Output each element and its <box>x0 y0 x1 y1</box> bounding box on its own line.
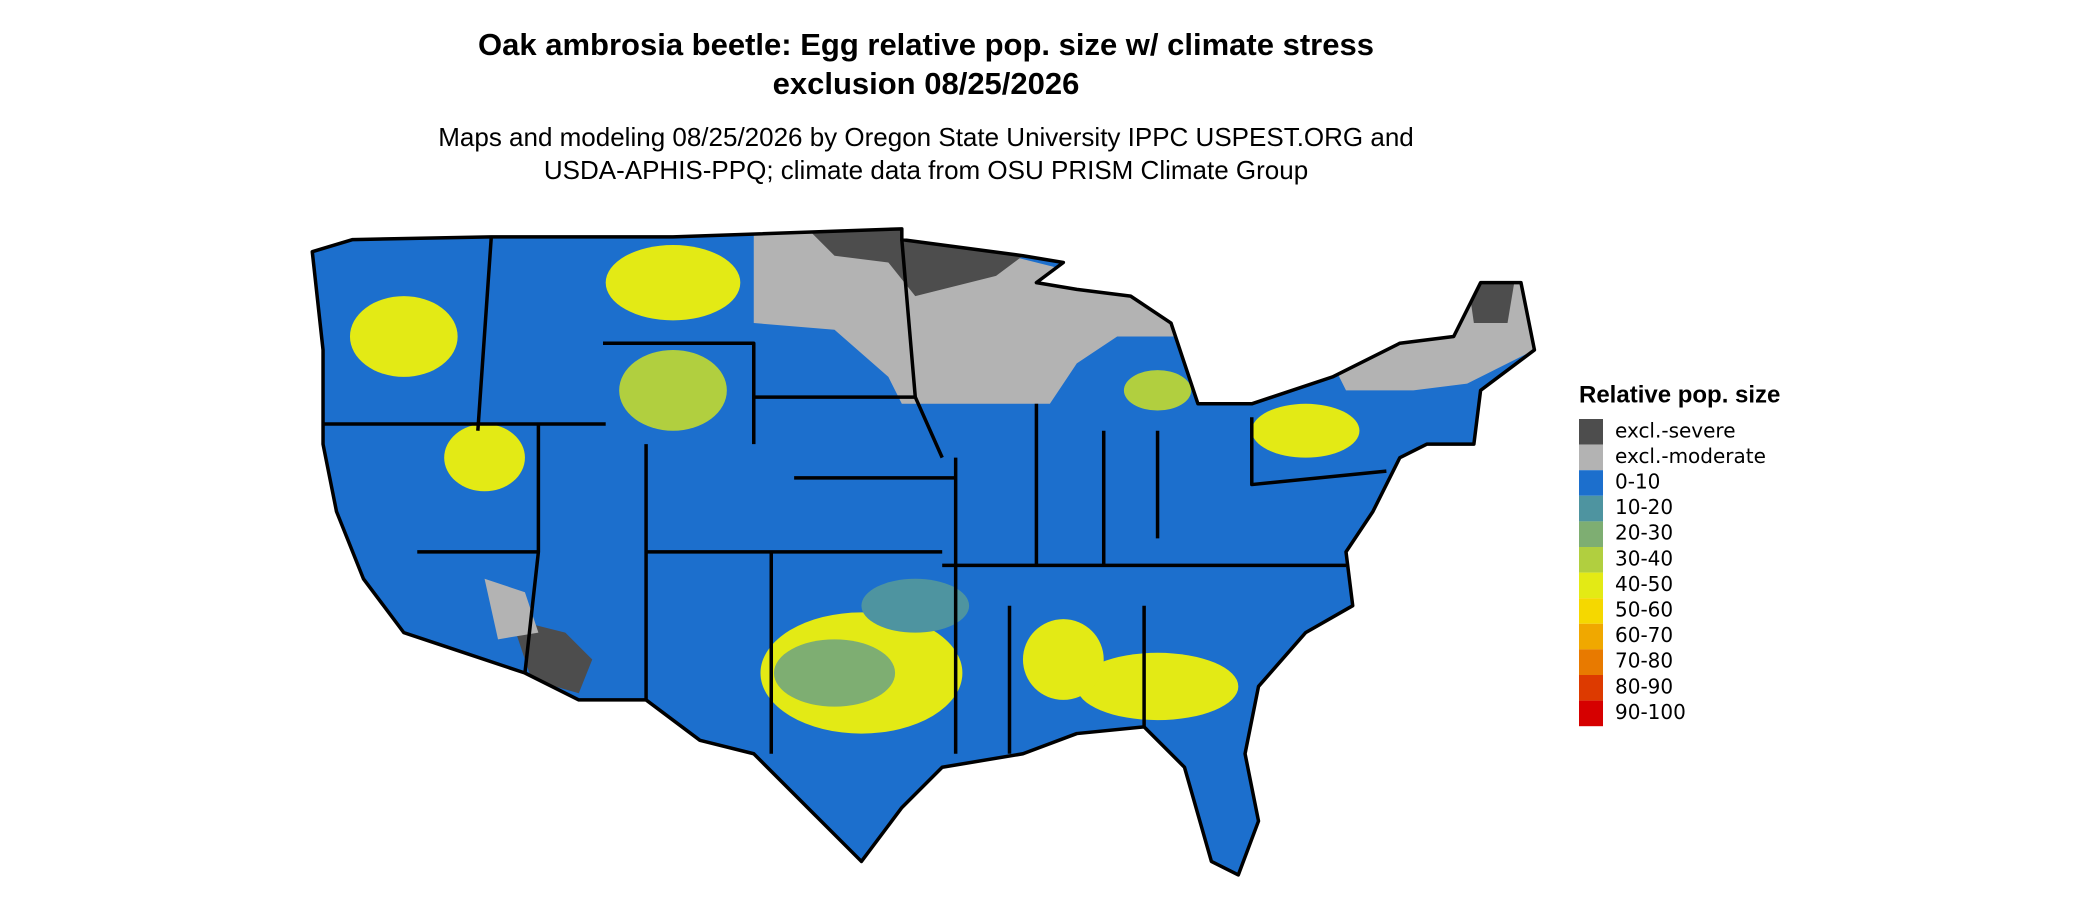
legend-swatch <box>1579 649 1603 675</box>
map-region <box>1251 403 1360 458</box>
legend-label: 50-60 <box>1615 598 1673 622</box>
legend-swatch <box>1579 419 1603 445</box>
subtitle: USDA-APHIS-PPQ; climate data from OSU PR… <box>544 155 1308 185</box>
legend-label: 70-80 <box>1615 649 1673 673</box>
legend-swatch <box>1579 675 1603 701</box>
legend-label: 80-90 <box>1615 674 1673 698</box>
legend-label: 30-40 <box>1615 546 1673 570</box>
legend-swatch <box>1579 700 1603 727</box>
map-region <box>1022 619 1104 700</box>
legend: excl.-severeexcl.-moderate0-1010-2020-30… <box>1579 418 1766 727</box>
legend-label: excl.-moderate <box>1615 444 1766 468</box>
map <box>310 227 1537 877</box>
legend-swatch <box>1579 572 1603 599</box>
map-region <box>605 244 741 321</box>
legend-label: 90-100 <box>1615 700 1686 724</box>
map-region <box>349 296 458 377</box>
legend-label: excl.-severe <box>1615 418 1736 442</box>
map-region <box>861 578 970 633</box>
map-region <box>484 578 539 640</box>
legend-swatch <box>1579 495 1603 522</box>
map-region <box>1076 652 1239 721</box>
legend-swatch <box>1579 470 1603 496</box>
legend-swatch <box>1579 521 1603 547</box>
map-region <box>773 639 896 707</box>
legend-label: 10-20 <box>1615 495 1673 519</box>
title: Oak ambrosia beetle: Egg relative pop. s… <box>478 27 1374 62</box>
title: exclusion 08/25/2026 <box>773 66 1080 101</box>
legend-label: 0-10 <box>1615 470 1660 494</box>
legend-label: 20-30 <box>1615 521 1673 545</box>
legend-title: Relative pop. size <box>1579 381 1780 408</box>
legend-label: 60-70 <box>1615 623 1673 647</box>
legend-swatch <box>1579 598 1603 624</box>
legend-swatch <box>1579 547 1603 573</box>
subtitle: Maps and modeling 08/25/2026 by Oregon S… <box>438 122 1414 152</box>
legend-swatch <box>1579 444 1603 471</box>
legend-label: 40-50 <box>1615 572 1673 596</box>
map-region <box>1123 370 1192 411</box>
legend-swatch <box>1579 623 1603 650</box>
state-border <box>323 236 1387 754</box>
map-region <box>619 349 727 431</box>
map-region <box>444 423 525 492</box>
country-border <box>310 227 1537 877</box>
